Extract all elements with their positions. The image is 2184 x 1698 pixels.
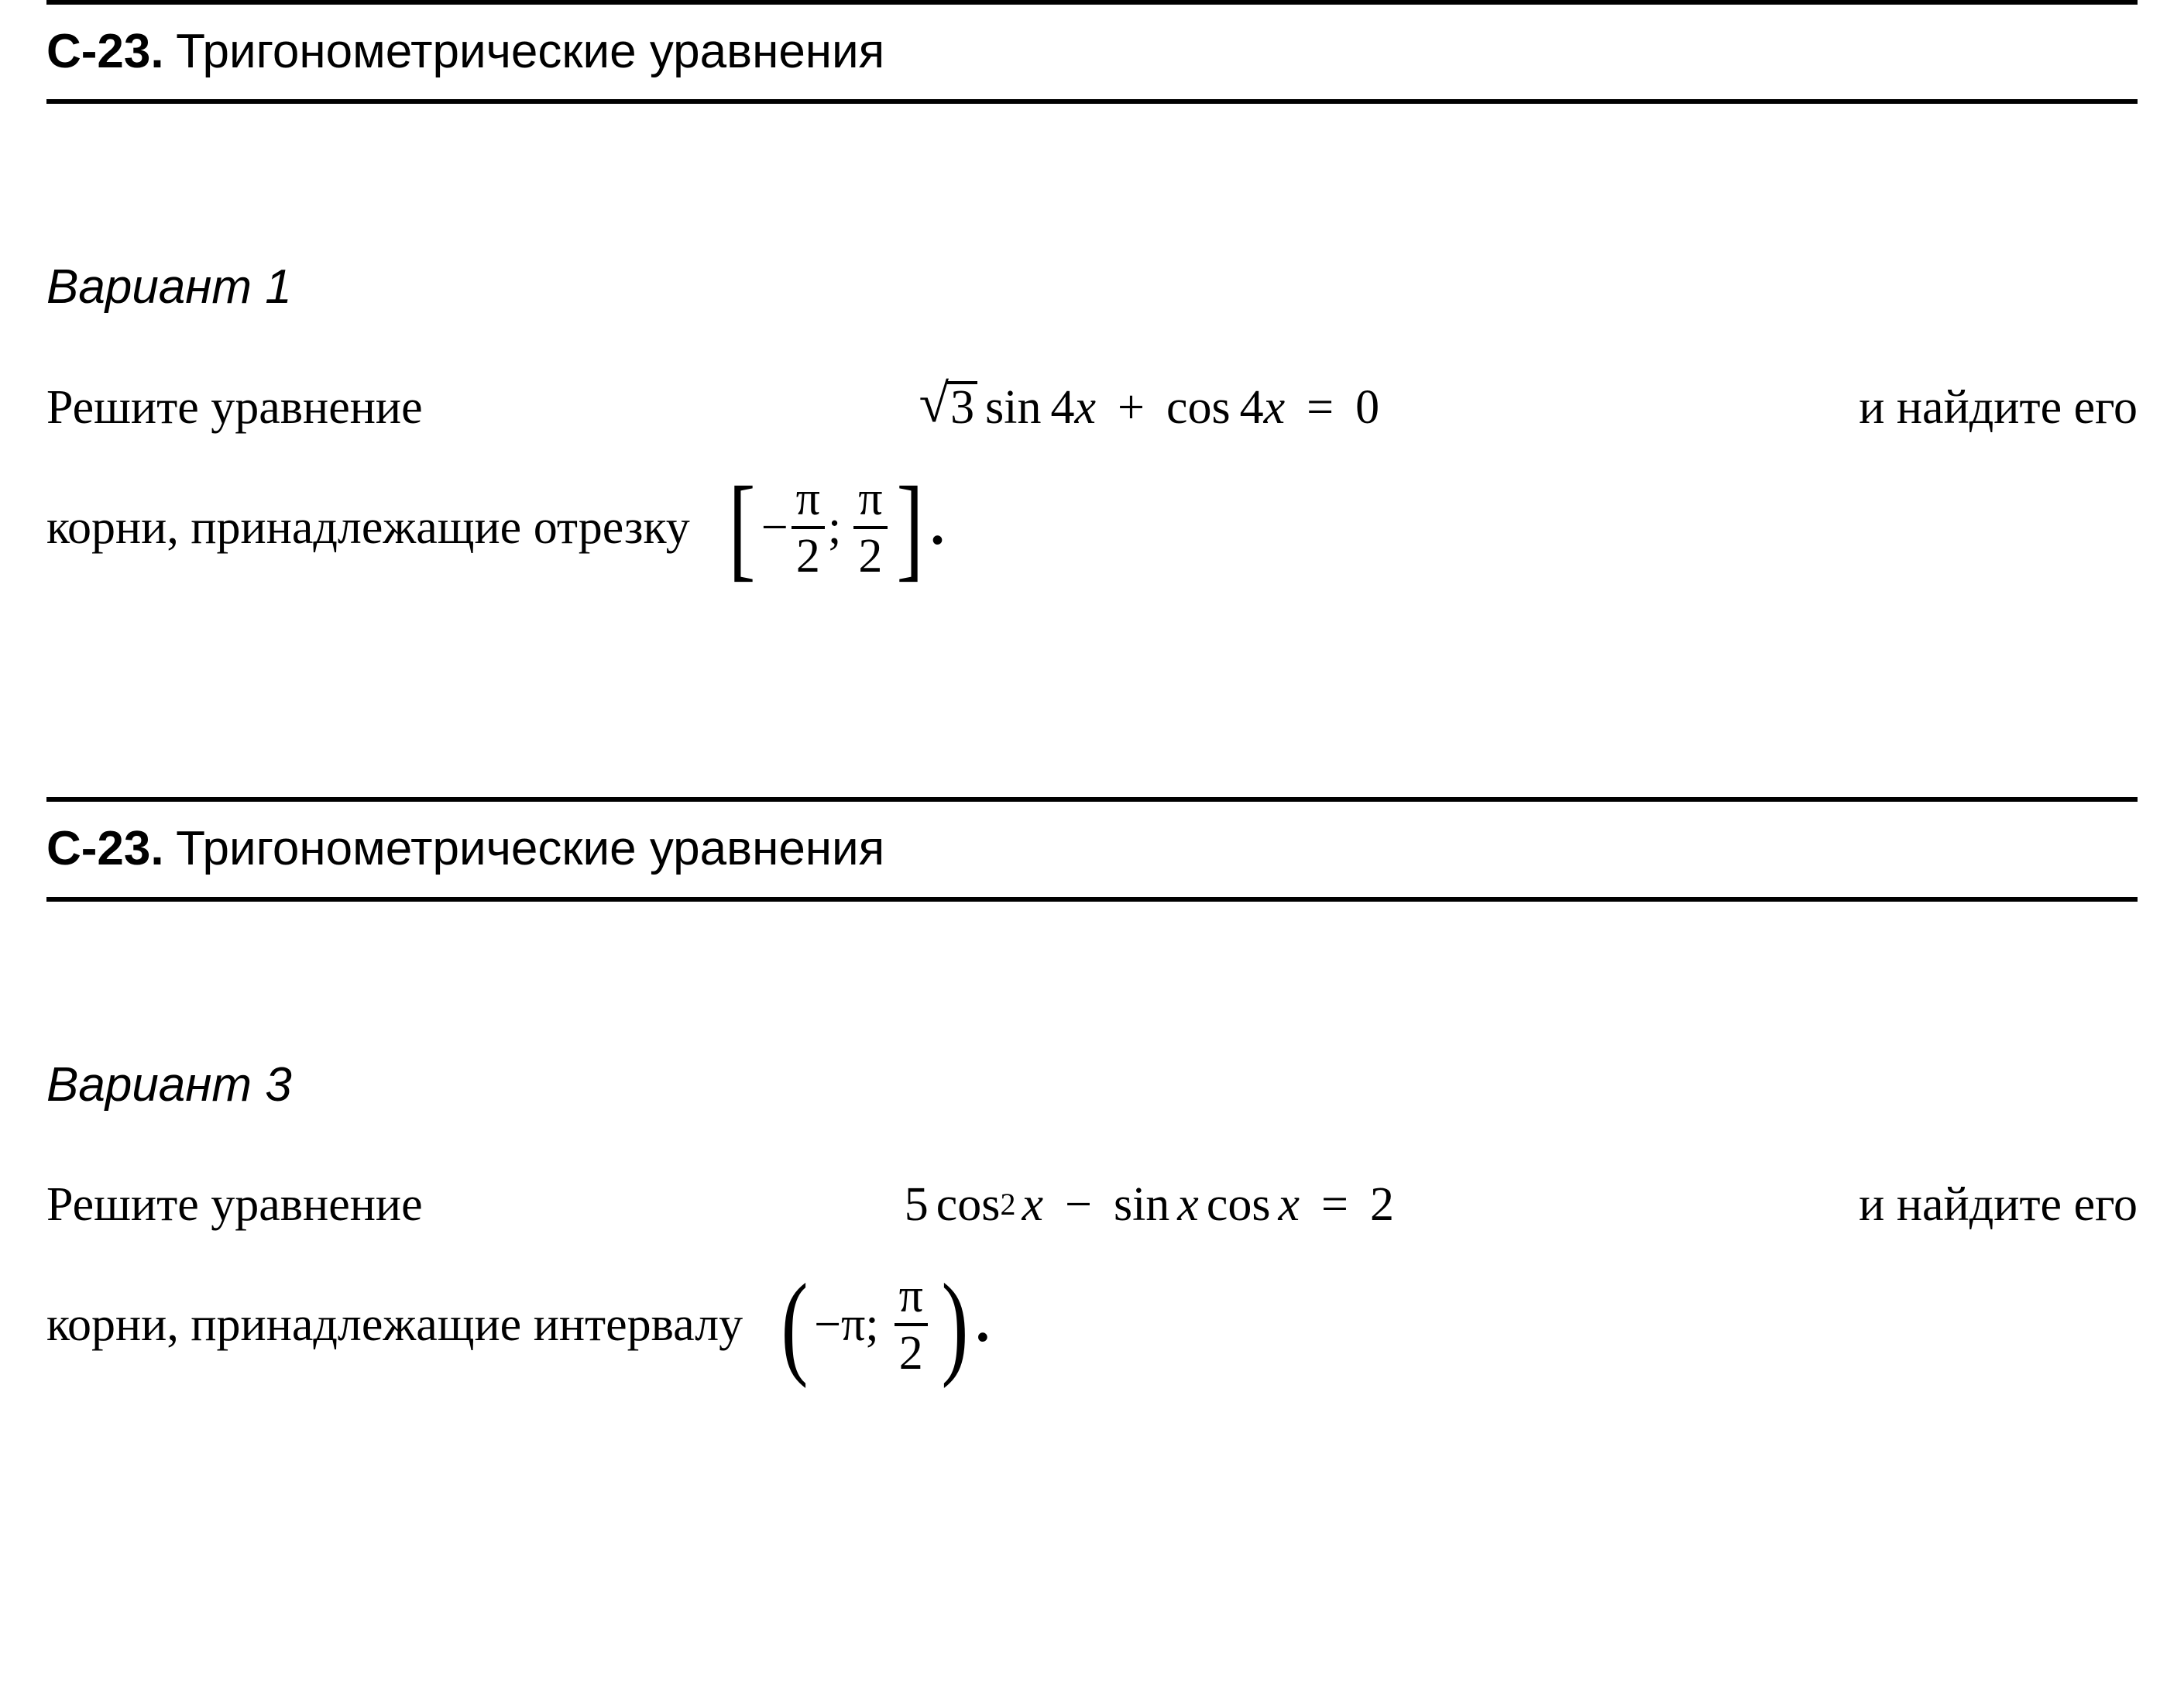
arg-x-1: x: [1022, 1176, 1043, 1233]
frac-num-1: π: [792, 475, 825, 529]
arg-4x-2: 4x: [1240, 379, 1286, 436]
text-reshite: Решите уравнение: [46, 379, 423, 436]
left-pi: π: [841, 1296, 865, 1353]
bottom-rule-1: [46, 99, 2138, 104]
problem2-line2: корни, принадлежащие интервалу ( − π ; π…: [46, 1272, 2138, 1377]
radical-icon: √: [919, 377, 949, 431]
interval-sep-1: ;: [828, 499, 841, 556]
sqrt-icon: √ 3: [919, 379, 976, 436]
interval-2: ( − π ; π 2 ): [775, 1272, 974, 1377]
problem1-line2: корни, принадлежащие отрезку [ − π 2 ; π…: [46, 475, 2138, 580]
sqrt-value: 3: [950, 381, 974, 434]
section-heading-1: С-23. Тригонометрические уравнения: [46, 5, 2138, 99]
sqrt-arg: 3: [949, 379, 976, 436]
equals-sign-2: =: [1321, 1176, 1348, 1233]
minus-pi-sign: −: [814, 1296, 841, 1353]
section-heading-2: С-23. Тригонометрические уравнения: [46, 802, 2138, 896]
equation-2: 5 cos 2 x − sin x cos x = 2: [905, 1176, 1394, 1233]
arg-4x-1: 4x: [1050, 379, 1096, 436]
minus-sign: −: [761, 499, 788, 556]
arg-x-2: x: [1177, 1176, 1199, 1233]
problem2-line1: Решите уравнение 5 cos 2 x − sin x cos x…: [46, 1176, 2138, 1233]
fn-sin: sin: [985, 379, 1041, 436]
equation-1: √ 3 sin 4x + cos 4x = 0: [919, 379, 1379, 436]
fraction-pi-2-b: π 2: [895, 1272, 928, 1377]
text-i-naidite-ego: и найдите его: [1859, 379, 2138, 436]
frac-den-2: 2: [853, 529, 887, 580]
fn-sin-2: sin: [1114, 1176, 1169, 1233]
fraction-pi-2: π 2: [853, 475, 887, 580]
right-paren-icon: ): [941, 1273, 968, 1377]
period-2: .: [976, 1289, 990, 1356]
page: С-23. Тригонометрические уравнения Вариа…: [0, 0, 2184, 1698]
right-bracket-icon: ]: [896, 476, 923, 580]
rhs-zero: 0: [1355, 379, 1379, 436]
left-paren-icon: (: [781, 1273, 809, 1377]
heading-title-1: Тригонометрические уравнения: [176, 25, 884, 78]
minus-sign-2: −: [1065, 1176, 1092, 1233]
heading-label-1: С-23.: [46, 25, 164, 78]
fn-cos-2b: cos: [1207, 1176, 1271, 1233]
text-i-naidite-ego-2: и найдите его: [1859, 1176, 2138, 1233]
plus-sign: +: [1118, 379, 1145, 436]
bottom-rule-2: [46, 897, 2138, 902]
fn-cos: cos: [1166, 379, 1231, 436]
interval-sep-2: ;: [865, 1296, 878, 1353]
text-korni-intervalu: корни, принадлежащие интервалу: [46, 1296, 743, 1353]
fraction-neg-pi-2: π 2: [792, 475, 825, 580]
frac-num-2: π: [853, 475, 887, 529]
heading-label-2: С-23.: [46, 822, 164, 875]
frac-den-1: 2: [792, 529, 825, 580]
heading-title-2: Тригонометрические уравнения: [176, 822, 884, 875]
variant-1: Вариант 1: [46, 259, 2138, 316]
period-1: .: [930, 492, 944, 559]
left-bracket-icon: [: [728, 476, 755, 580]
block-gap: [46, 596, 2138, 797]
frac-num-3: π: [895, 1272, 928, 1326]
interval-1: [ − π 2 ; π 2 ]: [723, 475, 929, 580]
variant-3: Вариант 3: [46, 1057, 2138, 1114]
problem1-line1: Решите уравнение √ 3 sin 4x + cos 4x = 0: [46, 379, 2138, 436]
fn-cos-2a: cos: [936, 1176, 1001, 1233]
rhs-2: 2: [1370, 1176, 1394, 1233]
text-korni-otrezku: корни, принадлежащие отрезку: [46, 499, 690, 556]
text-reshite-2: Решите уравнение: [46, 1176, 423, 1233]
sqrt-overbar: [947, 381, 977, 384]
frac-den-3: 2: [895, 1326, 928, 1377]
arg-x-3: x: [1278, 1176, 1300, 1233]
equals-sign: =: [1307, 379, 1334, 436]
coef-5: 5: [905, 1176, 929, 1233]
